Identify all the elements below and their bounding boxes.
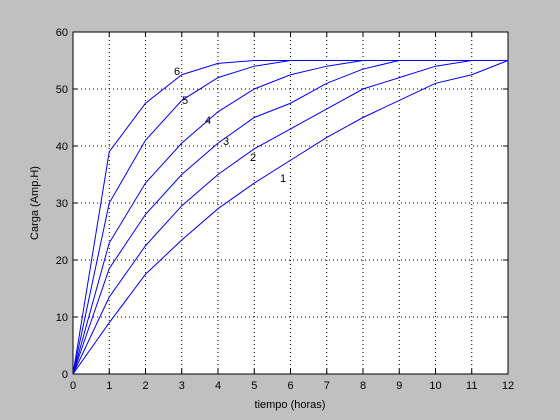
x-tick-label: 12 — [502, 380, 514, 392]
y-axis-label: Carga (Amp.H) — [29, 166, 41, 240]
x-tick-label: 0 — [70, 380, 76, 392]
y-tick-label: 50 — [56, 84, 68, 96]
plot-area — [73, 32, 508, 374]
x-tick-label: 9 — [396, 380, 402, 392]
axes-box — [72, 31, 509, 375]
curve-label: 2 — [250, 152, 256, 164]
x-tick-label: 7 — [324, 380, 330, 392]
x-tick-label: 5 — [251, 380, 257, 392]
x-tick-label: 3 — [179, 380, 185, 392]
x-tick-label: 11 — [466, 380, 477, 392]
y-tick-label: 0 — [62, 369, 68, 381]
x-tick-label: 10 — [429, 380, 441, 392]
y-tick-label: 40 — [56, 141, 68, 153]
x-axis-label: tiempo (horas) — [255, 399, 326, 411]
curve-label: 4 — [205, 115, 211, 127]
curve-label: 3 — [223, 136, 229, 148]
y-tick-label: 20 — [56, 255, 68, 267]
series-line — [72, 60, 508, 375]
y-tick-label: 30 — [56, 198, 68, 210]
series-line — [72, 60, 509, 375]
y-tick-label: 60 — [56, 27, 68, 39]
x-tick-label: 4 — [215, 380, 221, 392]
curve-label: 1 — [280, 173, 286, 185]
x-tick-label: 2 — [142, 380, 148, 392]
curve-label: 6 — [174, 66, 180, 78]
x-tick-label: 1 — [106, 380, 112, 392]
curve-label: 5 — [182, 95, 188, 107]
series-line — [72, 60, 508, 375]
y-tick-label: 10 — [56, 312, 68, 324]
x-tick-label: 6 — [287, 380, 293, 392]
x-tick-label: 8 — [360, 380, 366, 392]
